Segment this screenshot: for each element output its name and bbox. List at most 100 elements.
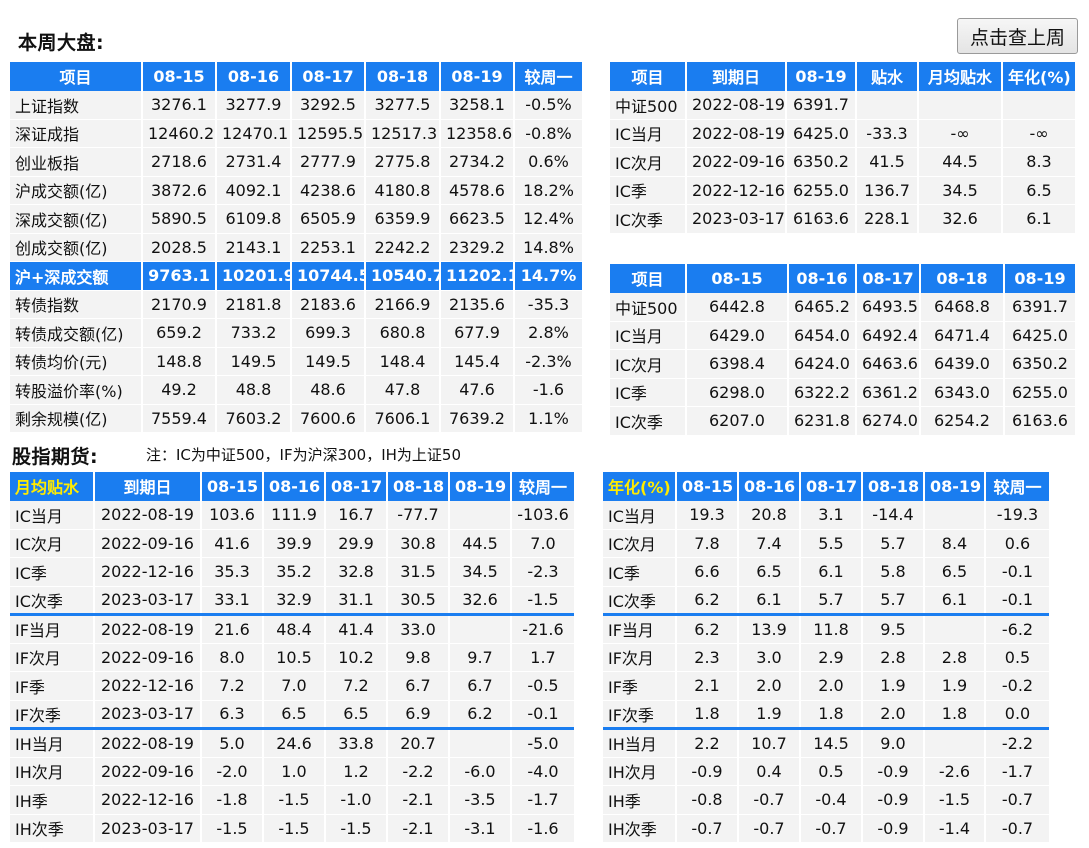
table-header-row: 年化(%) 08-15 08-16 08-17 08-18 08-19 较周一 [603, 472, 1049, 501]
table-cell: 5.7 [862, 586, 925, 615]
table-cell: 6.5 [738, 557, 801, 587]
table-row: IH次月 2022-09-16 -2.0 1.0 1.2 -2.2 -6.0 -4.0 [10, 757, 574, 786]
table-cell: 7.4 [738, 529, 801, 558]
table-row: 中证500 2022-08-19 6391.7 [610, 90, 1075, 120]
table-cell: -2.1 [387, 814, 450, 843]
table-cell: 6.1 [924, 586, 986, 615]
table-cell: -∞ [1002, 119, 1075, 148]
table-cell: -5.0 [511, 727, 574, 758]
table-row: IC次月 2022-09-16 41.6 39.9 29.9 30.8 44.5 7.0 [10, 529, 574, 558]
table-cell: 6254.2 [920, 406, 1005, 436]
table-cell: 8.4 [924, 529, 986, 558]
table-cell: 2731.4 [216, 147, 292, 177]
table-cell: 6109.8 [216, 204, 292, 234]
table-header-row: 项目 08-15 08-16 08-17 08-18 08-19 [610, 264, 1075, 293]
table-cell: 6298.0 [686, 378, 789, 407]
table-cell: -0.2 [985, 671, 1049, 701]
row-label: IC当月 [610, 321, 687, 350]
table-cell: 6231.8 [788, 406, 857, 436]
table-row: 转债指数 2170.9 2181.8 2183.6 2166.9 2135.6 -35.3 [10, 290, 582, 319]
table-cell [918, 90, 1003, 120]
table-cell: 1.1% [514, 404, 582, 433]
table-cell: 6425.0 [1004, 321, 1075, 350]
table-row: IF当月 6.2 13.9 11.8 9.5 -6.2 [603, 613, 1049, 644]
table-cell: 1.8 [800, 700, 863, 729]
table-cell: 30.8 [387, 529, 450, 558]
table-row: IC当月 6429.0 6454.0 6492.4 6471.4 6425.0 [610, 321, 1075, 350]
table-row: IF次季 1.8 1.9 1.8 2.0 1.8 0.0 [603, 700, 1049, 729]
table-row: IH次月 -0.9 0.4 0.5 -0.9 -2.6 -1.7 [603, 757, 1049, 786]
table-cell: 2023-03-17 [94, 586, 202, 615]
table-cell: 7559.4 [142, 404, 217, 433]
table-cell: 9.5 [862, 613, 925, 644]
table-cell: 10540.7 [365, 261, 441, 291]
column-header-item: 项目 [610, 62, 687, 91]
table-cell: 6425.0 [786, 119, 857, 148]
table-cell: -1.5 [511, 586, 574, 615]
table-cell: -0.7 [738, 814, 801, 843]
table-cell: 3258.1 [440, 90, 515, 120]
table-cell: 6493.5 [856, 292, 921, 322]
table-cell: 20.7 [387, 727, 450, 758]
table-cell: 41.6 [201, 529, 264, 558]
row-label: 创成交额(亿) [10, 233, 143, 262]
table-cell: 699.3 [291, 318, 366, 348]
table-cell: -1.0 [325, 785, 388, 815]
row-label: IC次月 [10, 529, 95, 558]
table-cell: 2.8 [862, 643, 925, 672]
table-cell: 2022-12-16 [94, 785, 202, 815]
table-cell: 149.5 [291, 347, 366, 376]
table-cell: 2.8% [514, 318, 582, 348]
table-cell: 9.7 [449, 643, 512, 672]
prev-week-button[interactable]: 点击查上周 [957, 18, 1078, 54]
table-cell: -21.6 [511, 613, 574, 644]
table-cell: -1.5 [201, 814, 264, 843]
row-label: 沪+深成交额 [10, 261, 143, 291]
table-row: IF季 2.1 2.0 2.0 1.9 1.9 -0.2 [603, 671, 1049, 701]
table-cell: -0.5% [514, 90, 582, 120]
row-label: 中证500 [610, 90, 687, 120]
column-header: 月均贴水 [918, 62, 1003, 91]
table-cell: 6255.0 [1004, 378, 1075, 407]
column-header: 贴水 [856, 62, 919, 91]
table-cell: 6163.6 [786, 204, 857, 234]
column-header: 08-16 [216, 62, 292, 91]
column-header: 较周一 [514, 62, 582, 91]
table-cell: 49.2 [142, 375, 217, 405]
table-cell: 7639.2 [440, 404, 515, 433]
table-cell: -0.1 [985, 586, 1049, 615]
futures-note: 注：IC为中证500，IF为沪深300，IH为上证50 [146, 446, 462, 464]
table-cell: 6505.9 [291, 204, 366, 234]
table-cell: 33.8 [325, 727, 388, 758]
table-cell: 6.5 [1002, 176, 1075, 205]
table-cell: 2.0 [800, 671, 863, 701]
table-cell: 2.0 [862, 700, 925, 729]
table-cell: -0.1 [511, 700, 574, 729]
table-cell: -1.7 [985, 757, 1049, 786]
column-header: 08-19 [449, 472, 512, 501]
row-label: 转债成交额(亿) [10, 318, 143, 348]
row-label: 转股溢价率(%) [10, 375, 143, 405]
table-cell: 2.2 [676, 727, 739, 758]
table-cell: 0.5 [800, 757, 863, 786]
table-cell: -0.1 [985, 557, 1049, 587]
table-cell: -0.9 [862, 814, 925, 843]
table-cell: 2143.1 [216, 233, 292, 262]
table-cell: 7600.6 [291, 404, 366, 433]
table-cell: 5.8 [862, 557, 925, 587]
table-cell: 145.4 [440, 347, 515, 376]
table-cell: -0.8 [676, 785, 739, 815]
table-cell: -1.6 [514, 375, 582, 405]
table-cell: -1.6 [511, 814, 574, 843]
table-row: 转股溢价率(%) 49.2 48.8 48.6 47.8 47.6 -1.6 [10, 375, 582, 405]
table-row: 剩余规模(亿) 7559.4 7603.2 7600.6 7606.1 7639.2 1.1… [10, 404, 582, 433]
table-cell: 6.1 [1002, 204, 1075, 234]
table-cell: 4092.1 [216, 176, 292, 205]
table-cell: 34.5 [449, 557, 512, 587]
table-cell: 47.6 [440, 375, 515, 405]
table-cell: -0.4 [800, 785, 863, 815]
table-cell: -0.5 [511, 671, 574, 701]
table-cell: 6274.0 [856, 406, 921, 436]
table-cell: -14.4 [862, 500, 925, 530]
table-cell: 9.0 [862, 727, 925, 758]
